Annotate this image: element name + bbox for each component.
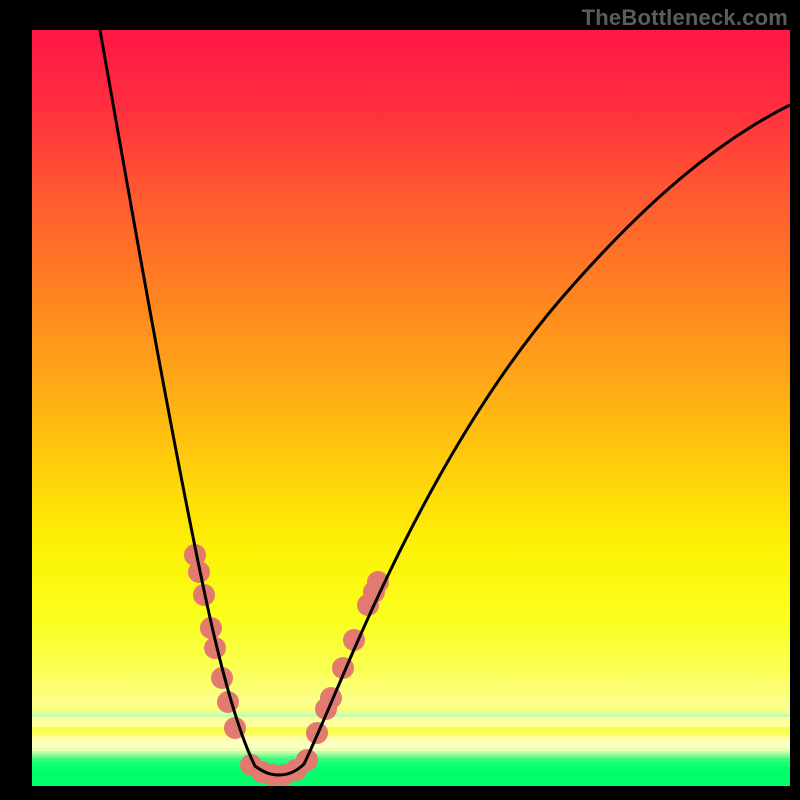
curve-layer [32,30,790,786]
chart-frame: TheBottleneck.com [0,0,800,800]
plot-area [32,30,790,786]
watermark-text: TheBottleneck.com [582,5,788,31]
curve-segment [100,30,255,766]
curve-segment [304,105,790,764]
